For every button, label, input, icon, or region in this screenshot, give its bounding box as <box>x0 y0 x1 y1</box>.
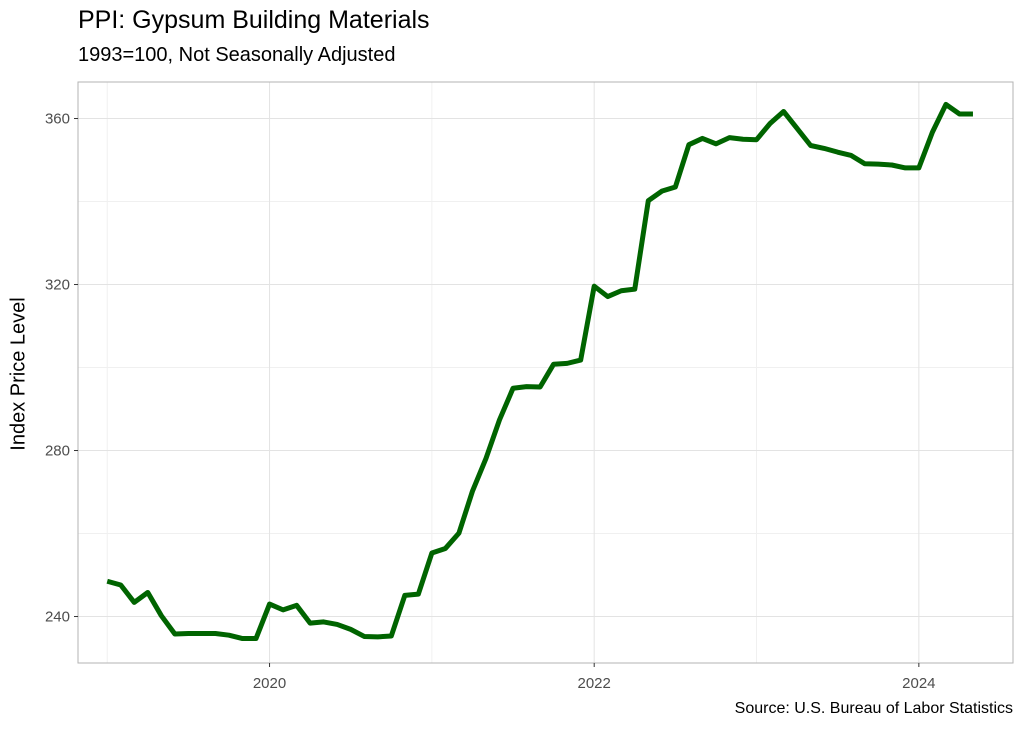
y-tick-label: 280 <box>45 443 70 460</box>
chart-title: PPI: Gypsum Building Materials <box>78 6 430 34</box>
x-tick-label: 2020 <box>253 675 286 692</box>
y-tick-label: 360 <box>45 111 70 128</box>
major-gridlines <box>78 82 1013 663</box>
plot-panel-border <box>77 81 1014 664</box>
series-line-0 <box>106 101 973 642</box>
series-layer <box>106 101 973 642</box>
y-axis-ticks: 240 280 320 360 <box>45 111 78 626</box>
minor-gridlines <box>78 82 1013 663</box>
chart-subtitle: 1993=100, Not Seasonally Adjusted <box>78 44 396 66</box>
x-tick-label: 2024 <box>902 675 935 692</box>
x-axis-ticks: 2020 2022 2024 <box>253 663 936 692</box>
y-tick-label: 320 <box>45 277 70 294</box>
y-tick-label: 240 <box>45 609 70 626</box>
x-tick-label: 2022 <box>578 675 611 692</box>
chart-caption: Source: U.S. Bureau of Labor Statistics <box>734 700 1013 717</box>
